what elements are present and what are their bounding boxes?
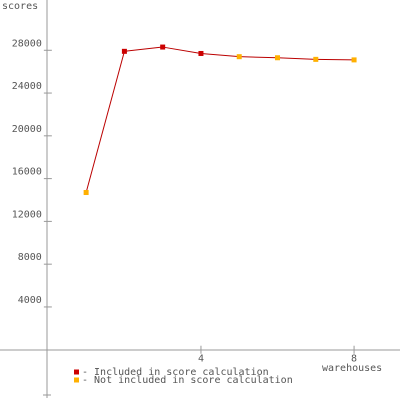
x-tick-label: 8	[351, 354, 357, 365]
connector	[200, 52, 240, 58]
legend-label: - Not included in score calculation	[82, 375, 293, 386]
y-tick-label: 4000	[18, 295, 42, 306]
data-point	[83, 190, 89, 196]
connector	[239, 56, 278, 59]
data-point	[275, 55, 281, 61]
data-point	[236, 54, 242, 60]
y-tick-label: 12000	[12, 209, 42, 220]
connector	[162, 46, 202, 54]
y-tick-label: 20000	[12, 124, 42, 135]
connector	[85, 51, 125, 193]
connector	[315, 58, 355, 61]
legend-swatch	[74, 377, 79, 383]
y-tick-label: 16000	[12, 167, 42, 178]
data-point	[198, 50, 204, 56]
y-axis-label: scores	[2, 1, 38, 12]
data-point	[313, 56, 319, 62]
data-point	[121, 48, 127, 54]
legend-swatch	[74, 369, 79, 375]
y-tick-label: 28000	[12, 38, 42, 49]
x-axis-label: warehouses	[322, 363, 382, 374]
y-tick-label: 24000	[12, 81, 42, 92]
x-tick-label: 4	[198, 354, 204, 365]
connector	[277, 57, 316, 60]
y-tick-label: 8000	[18, 252, 42, 263]
data-point	[351, 57, 357, 63]
data-point	[160, 44, 166, 50]
legend-label: - Included in score calculation	[82, 367, 269, 378]
connector	[124, 46, 163, 52]
